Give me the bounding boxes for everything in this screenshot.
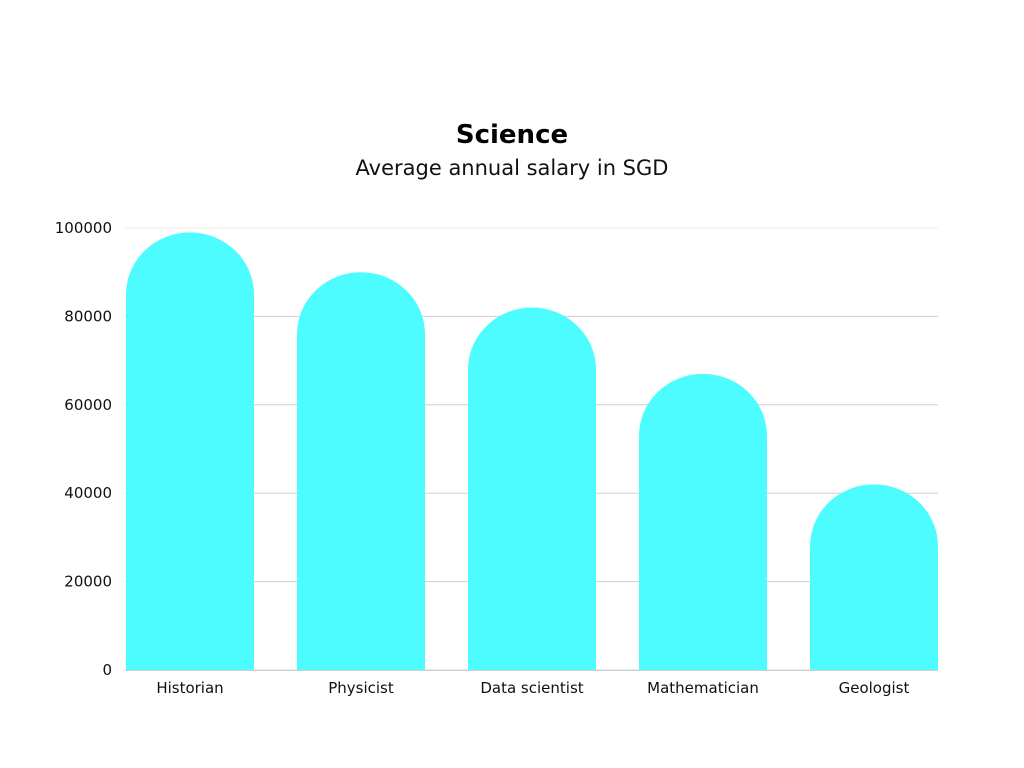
y-tick-label: 60000: [64, 396, 112, 414]
chart-title: Science: [455, 120, 569, 150]
bar-geologist: [810, 484, 938, 670]
y-tick-label: 80000: [64, 307, 112, 325]
x-tick-label: Geologist: [839, 679, 910, 697]
bar-historian: [126, 232, 254, 671]
y-tick-label: 100000: [55, 219, 112, 237]
x-tick-label: Physicist: [328, 679, 394, 697]
y-tick-label: 40000: [64, 484, 112, 502]
y-tick-label: 0: [102, 661, 112, 679]
bar-physicist: [297, 272, 425, 670]
x-tick-label: Mathematician: [647, 679, 759, 697]
bar-data-scientist: [468, 307, 596, 670]
y-tick-label: 20000: [64, 573, 112, 591]
bar-mathematician: [639, 373, 767, 670]
x-tick-label: Data scientist: [480, 679, 583, 697]
x-tick-label: Historian: [156, 679, 223, 697]
chart-subtitle: Average annual salary in SGD: [355, 156, 669, 180]
